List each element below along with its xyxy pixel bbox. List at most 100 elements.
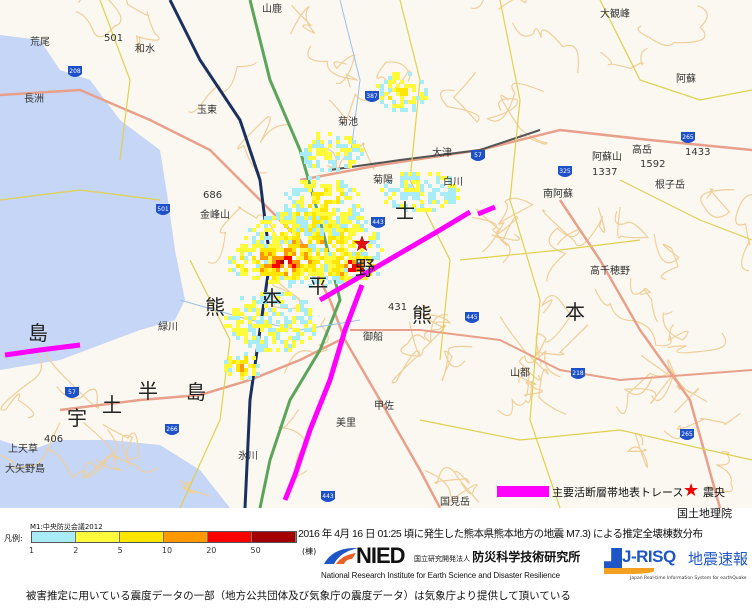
damage-cell (280, 312, 284, 316)
damage-cell (420, 208, 424, 212)
damage-cell (272, 236, 276, 240)
route-shield: 325 (558, 166, 572, 177)
contour-line (512, 22, 579, 74)
damage-cell (252, 256, 256, 260)
damage-cell (384, 80, 388, 84)
damage-cell (336, 264, 340, 268)
damage-cell (292, 316, 296, 320)
damage-cell (344, 144, 348, 148)
damage-cell (424, 208, 428, 212)
damage-cell (252, 368, 256, 372)
damage-cell (428, 192, 432, 196)
damage-cell (244, 256, 248, 260)
damage-cell (396, 188, 400, 192)
damage-cell (388, 180, 392, 184)
damage-cell (244, 352, 248, 356)
damage-cell (288, 252, 292, 256)
damage-cell (320, 168, 324, 172)
damage-cell (372, 240, 376, 244)
damage-cell (416, 188, 420, 192)
damage-cell (396, 72, 400, 76)
damage-cell (332, 244, 336, 248)
damage-cell (324, 212, 328, 216)
damage-cell (348, 188, 352, 192)
damage-cell (448, 192, 452, 196)
legend-swatch (252, 532, 296, 542)
damage-cell (320, 212, 324, 216)
damage-cell (300, 272, 304, 276)
damage-cell (256, 300, 260, 304)
damage-cell (328, 152, 332, 156)
damage-cell (228, 368, 232, 372)
place-label: 美里 (336, 416, 356, 429)
damage-cell (424, 180, 428, 184)
damage-cell (308, 188, 312, 192)
damage-cell (400, 92, 404, 96)
damage-cell (356, 252, 360, 256)
damage-cell (256, 240, 260, 244)
damage-cell (272, 232, 276, 236)
damage-cell (380, 248, 384, 252)
damage-cell (344, 184, 348, 188)
damage-cell (296, 240, 300, 244)
damage-cell (288, 320, 292, 324)
damage-cell (296, 332, 300, 336)
damage-cell (308, 268, 312, 272)
damage-cell (396, 76, 400, 80)
map-title: 2016 年 4月 16 日 01:25 頃に発生した熊本県熊本地方の地震 M7… (298, 528, 703, 540)
legend-tick: 20 (206, 546, 217, 555)
damage-cell (336, 268, 340, 272)
damage-cell (324, 224, 328, 228)
contour-line (441, 345, 473, 382)
damage-cell (268, 324, 272, 328)
road (419, 419, 752, 461)
damage-cell (304, 232, 308, 236)
damage-cell (404, 192, 408, 196)
damage-cell (328, 132, 332, 136)
damage-cell (264, 272, 268, 276)
damage-cell (320, 148, 324, 152)
damage-cell (404, 180, 408, 184)
damage-cell (276, 328, 280, 332)
damage-cell (268, 308, 272, 312)
damage-cell (332, 256, 336, 260)
damage-cell (304, 276, 308, 280)
damage-cell (272, 244, 276, 248)
damage-cell (300, 220, 304, 224)
damage-cell (328, 232, 332, 236)
damage-cell (316, 192, 320, 196)
damage-cell (364, 252, 368, 256)
route-number: 265 (681, 431, 693, 438)
damage-cell (300, 280, 304, 284)
damage-cell (228, 372, 232, 376)
damage-cell (244, 260, 248, 264)
damage-cell (336, 280, 340, 284)
damage-cell (260, 272, 264, 276)
place-label: 根子岳 (655, 178, 685, 191)
damage-cell (272, 336, 276, 340)
damage-cell (300, 316, 304, 320)
damage-cell (336, 236, 340, 240)
damage-cell (412, 180, 416, 184)
damage-cell (260, 316, 264, 320)
damage-cell (328, 212, 332, 216)
damage-cell (356, 204, 360, 208)
damage-cell (424, 88, 428, 92)
damage-cell (284, 220, 288, 224)
damage-cell (428, 208, 432, 212)
damage-cell (420, 100, 424, 104)
damage-cell (296, 224, 300, 228)
damage-cell (348, 220, 352, 224)
damage-cell (244, 340, 248, 344)
damage-cell (256, 324, 260, 328)
damage-cell (308, 256, 312, 260)
damage-cell (340, 232, 344, 236)
damage-cell (368, 272, 372, 276)
damage-cell (296, 316, 300, 320)
region-label: 本 (565, 300, 585, 324)
damage-cell (328, 260, 332, 264)
damage-cell (416, 184, 420, 188)
damage-cell (456, 196, 460, 200)
damage-cell (344, 156, 348, 160)
